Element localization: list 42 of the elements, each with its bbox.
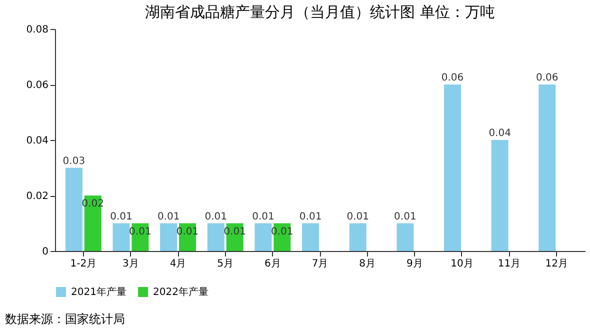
data-label: 0.01 bbox=[346, 211, 369, 222]
x-tick-label: 11月 bbox=[498, 258, 521, 270]
data-label: 0.01 bbox=[394, 211, 416, 222]
x-tick-label: 12月 bbox=[545, 258, 568, 270]
bar bbox=[254, 223, 272, 251]
data-label: 0.01 bbox=[110, 211, 132, 222]
source-note: 数据来源：国家统计局 bbox=[5, 312, 125, 326]
bar bbox=[302, 223, 320, 251]
x-tick-label: 10月 bbox=[450, 258, 474, 270]
legend-label: 2022年产量 bbox=[153, 286, 208, 298]
x-tick-label: 1-2月 bbox=[70, 258, 97, 270]
bar bbox=[538, 84, 556, 251]
y-tick-label: 0.04 bbox=[26, 136, 48, 146]
x-tick-label: 7月 bbox=[312, 258, 328, 270]
y-tick-label: 0.02 bbox=[26, 191, 48, 202]
x-tick-label: 5月 bbox=[217, 258, 234, 270]
data-label: 0.06 bbox=[536, 72, 558, 84]
bar bbox=[396, 223, 414, 251]
y-tick-label: 0.06 bbox=[26, 80, 48, 91]
bar bbox=[444, 84, 461, 251]
x-tick-label: 9月 bbox=[406, 258, 423, 270]
bar bbox=[349, 223, 366, 251]
data-label: 0.01 bbox=[299, 211, 322, 222]
data-label: 0.06 bbox=[441, 72, 464, 84]
data-label: 0.01 bbox=[252, 211, 274, 222]
bar bbox=[491, 140, 508, 251]
bar bbox=[65, 168, 82, 251]
x-tick-label: 6月 bbox=[264, 258, 281, 270]
legend-label: 2021年产量 bbox=[71, 286, 126, 298]
y-tick-label: 0.08 bbox=[26, 24, 48, 36]
bar bbox=[160, 223, 178, 251]
x-tick-label: 4月 bbox=[170, 258, 186, 270]
data-label: 0.04 bbox=[488, 128, 511, 139]
bar bbox=[207, 223, 224, 251]
data-label: 0.01 bbox=[204, 211, 228, 222]
data-label: 0.01 bbox=[157, 211, 180, 222]
chart-title: 湖南省成品糖产量分月（当月值）统计图 单位：万吨 bbox=[145, 3, 495, 21]
x-tick-label: 3月 bbox=[122, 258, 139, 270]
data-label: 0.03 bbox=[62, 156, 86, 167]
x-tick-label: 8月 bbox=[359, 258, 376, 270]
bar bbox=[112, 223, 130, 251]
y-tick-label: 0 bbox=[42, 246, 48, 258]
